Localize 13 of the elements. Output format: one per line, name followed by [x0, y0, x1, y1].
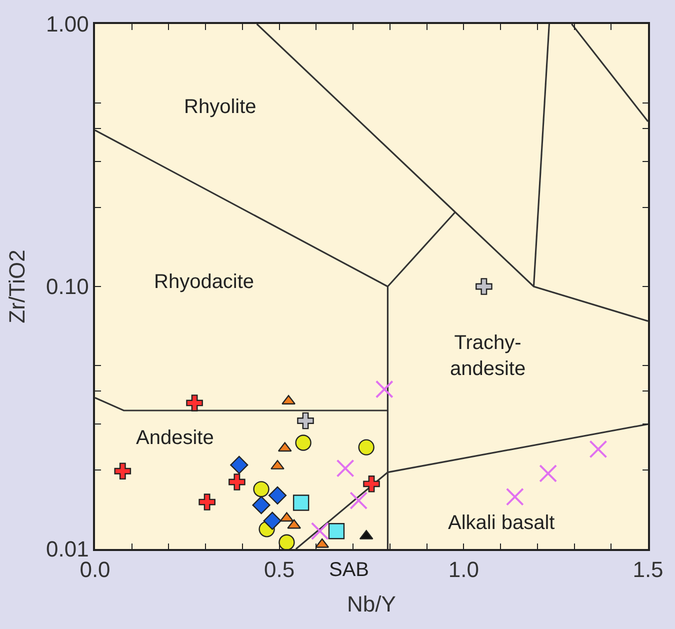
x-tick-label: 1.5 [632, 557, 664, 582]
annotation: Alkali basalt [448, 512, 556, 534]
y-tick-label: 1.00 [46, 12, 89, 37]
annotation: Rhyolite [184, 96, 256, 118]
x-tick-label: 1.0 [448, 557, 479, 582]
annotation: Rhyodacite [154, 271, 254, 293]
y-tick-label: 0.10 [46, 274, 89, 300]
x-axis-title: Nb/Y [347, 592, 396, 617]
x-tick-label: 0.5 [264, 557, 295, 582]
y-axis-title: Zr/TiO2 [4, 250, 30, 324]
annotation: Trachy- andesite [450, 332, 526, 380]
text: SAB [329, 559, 370, 581]
annotation: Andesite [136, 427, 214, 449]
